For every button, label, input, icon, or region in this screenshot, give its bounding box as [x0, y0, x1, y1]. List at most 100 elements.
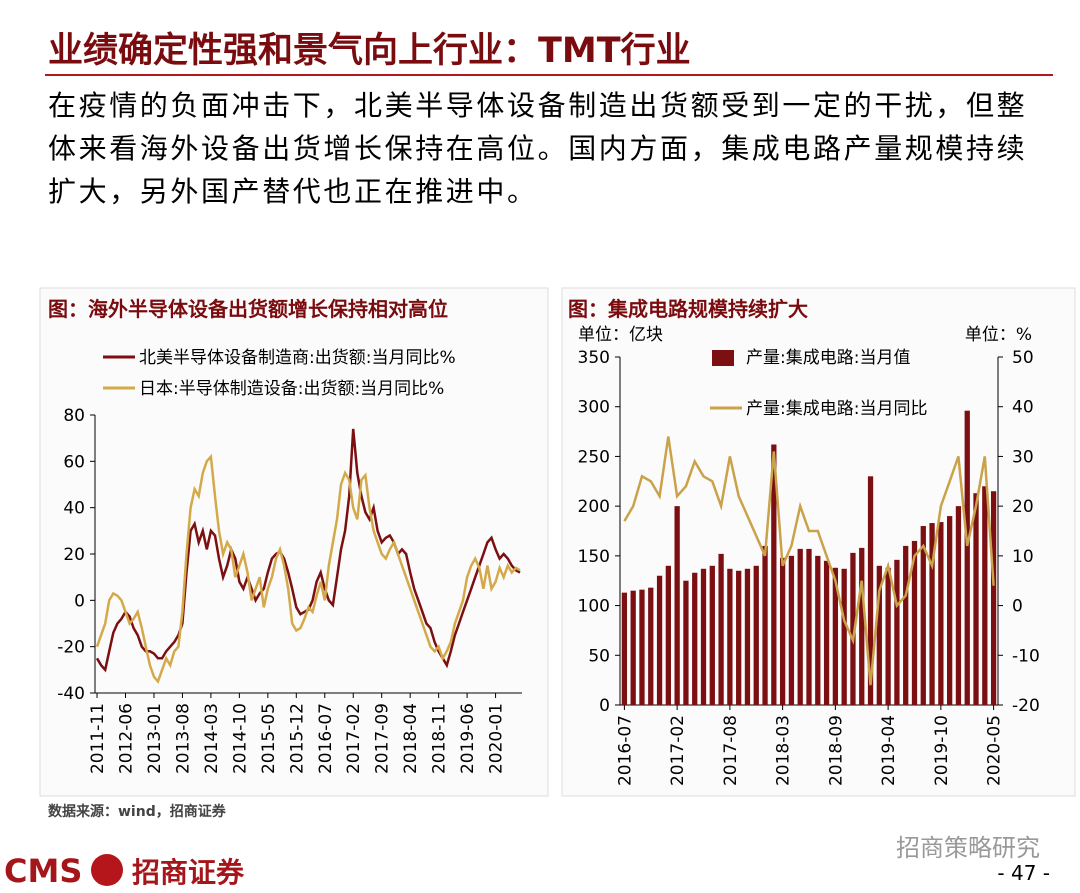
y2-tick-label: -20: [1012, 696, 1040, 716]
y-tick-label: -40: [57, 684, 85, 704]
title-rule: [45, 74, 1053, 76]
legend-swatch: [712, 350, 734, 366]
y-tick-label: 40: [63, 499, 85, 519]
bar: [718, 553, 724, 705]
y2-tick-label: -10: [1012, 646, 1040, 666]
bar: [771, 444, 777, 705]
bar: [832, 567, 839, 705]
bar: [639, 589, 645, 705]
x-tick-label: 2019-06: [458, 703, 478, 774]
x-tick-label: 2016-07: [615, 715, 635, 786]
chart-title: 图：集成电路规模持续扩大: [568, 297, 808, 321]
x-tick-label: 2020-05: [985, 715, 1005, 786]
x-tick-label: 2017-02: [668, 715, 688, 786]
x-tick-label: 2012-06: [117, 703, 137, 774]
x-tick-label: 2014-03: [202, 703, 222, 774]
x-tick-label: 2016-07: [316, 703, 336, 774]
bar: [762, 545, 768, 705]
y2-axis-label: 单位：%: [965, 325, 1032, 345]
y-tick-label: 100: [578, 597, 610, 617]
bar: [683, 580, 689, 705]
bar: [736, 570, 742, 705]
bar: [990, 491, 997, 705]
bar: [753, 565, 759, 705]
y2-tick-label: 30: [1012, 447, 1034, 467]
x-tick-label: 2018-11: [430, 703, 450, 774]
y-tick-label: 300: [578, 398, 610, 418]
body-text: 在疫情的负面冲击下，北美半导体设备制造出货额受到一定的干扰，但整体来看海外设备出…: [48, 89, 1028, 208]
source: 数据来源：wind，招商证券: [48, 803, 227, 820]
panel: [39, 287, 549, 797]
line: [95, 453, 521, 684]
bar: [947, 516, 953, 705]
bar: [938, 522, 944, 705]
legend-label: 北美半导体设备制造商:出货额:当月同比%: [139, 348, 456, 368]
bar: [709, 565, 715, 705]
bar: [903, 545, 909, 705]
y2-tick-label: 40: [1012, 398, 1034, 418]
bar: [859, 547, 865, 705]
x-tick-label: 2013-01: [145, 703, 165, 774]
bar: [823, 560, 830, 705]
y-tick-label: 60: [63, 452, 85, 472]
bar: [876, 565, 882, 705]
legend-label: 产量:集成电路:当月值: [746, 348, 910, 368]
bar: [815, 555, 821, 705]
watermark: 招商策略研究: [896, 834, 1040, 862]
bar: [700, 568, 707, 705]
bar: [621, 592, 628, 705]
bar: [920, 526, 926, 705]
bar: [727, 568, 733, 705]
logo: CMS: [4, 852, 82, 890]
x-tick-label: 2017-09: [373, 703, 393, 774]
bar: [885, 567, 891, 705]
y2-tick-label: 50: [1012, 348, 1034, 368]
x-tick-label: 2013-08: [173, 703, 193, 774]
bar: [806, 548, 812, 705]
x-tick-label: 2015-05: [259, 703, 279, 774]
x-tick-label: 2018-04: [401, 703, 421, 774]
x-tick-label: 2019-10: [932, 715, 952, 786]
x-tick-label: 2015-12: [287, 703, 307, 774]
x-tick-label: 2018-09: [826, 715, 846, 786]
x-tick-label: 2019-04: [879, 715, 899, 786]
bar: [779, 557, 786, 705]
x-tick-label: 2020-01: [487, 703, 507, 774]
y-tick-label: 50: [588, 646, 610, 666]
x-tick-label: 2018-03: [774, 715, 794, 786]
bar: [797, 548, 803, 705]
y-tick-label: 250: [578, 447, 610, 467]
bar: [850, 552, 856, 705]
y-tick-label: 150: [578, 547, 610, 567]
bar: [692, 572, 698, 705]
bar: [929, 523, 935, 705]
bar: [788, 555, 795, 705]
y-tick-label: 0: [74, 591, 85, 611]
y2-tick-label: 10: [1012, 547, 1034, 567]
bar: [674, 506, 680, 705]
y-tick-label: 20: [63, 545, 85, 565]
bar: [841, 568, 847, 705]
bar: [744, 568, 751, 705]
bar: [964, 410, 970, 705]
y2-tick-label: 20: [1012, 497, 1034, 517]
chart-title: 图：海外半导体设备出货额增长保持相对高位: [48, 297, 448, 321]
y-tick-label: -20: [57, 638, 85, 658]
bar: [867, 476, 874, 705]
x-tick-label: 2014-10: [230, 703, 250, 774]
x-tick-label: 2011-11: [88, 703, 108, 774]
line: [623, 436, 995, 686]
company: 招商证券: [132, 856, 245, 889]
bar: [665, 565, 671, 705]
legend-label: 产量:集成电路:当月同比: [746, 399, 927, 419]
bar: [973, 493, 979, 705]
y-axis-label: 单位：亿块: [578, 325, 663, 345]
legend-label: 日本:半导体制造设备:出货额:当月同比%: [139, 379, 444, 399]
page-title: 业绩确定性强和景气向上行业：TMT行业: [48, 31, 691, 71]
logo-icon: [91, 854, 123, 886]
y-tick-label: 350: [578, 348, 610, 368]
bar: [911, 540, 918, 705]
x-tick-label: 2017-02: [344, 703, 364, 774]
